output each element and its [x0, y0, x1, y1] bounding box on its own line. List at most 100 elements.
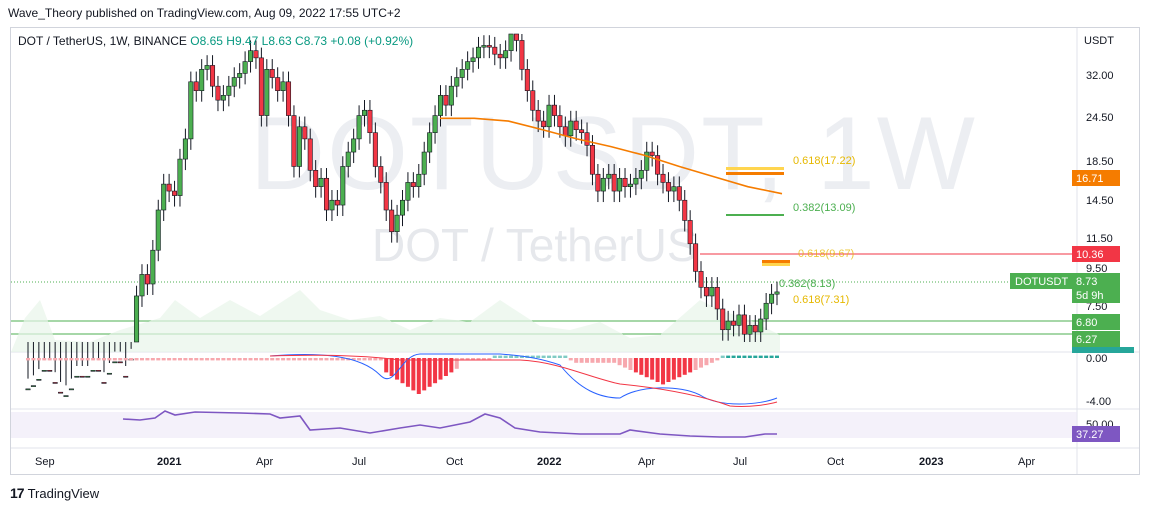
candle	[188, 71, 194, 150]
candle-body	[334, 199, 340, 206]
candle	[568, 110, 574, 147]
candle-body	[752, 325, 758, 333]
macd-histogram-bar	[80, 358, 85, 361]
macd-histogram-bar	[221, 358, 226, 361]
macd-histogram-bar	[31, 358, 36, 361]
candle	[166, 173, 172, 203]
candle	[416, 163, 422, 198]
candle	[687, 210, 693, 255]
candle	[633, 168, 639, 196]
candle	[41, 342, 47, 372]
fib-line-0-618-bottom	[726, 172, 784, 175]
legend-symbol[interactable]: DOT / TetherUS, 1W, BINANCE	[18, 34, 187, 48]
candle-body	[264, 69, 270, 116]
resistance-price-label-box	[1072, 246, 1120, 262]
candle	[649, 141, 655, 167]
candle	[758, 308, 764, 342]
candle-body	[291, 115, 297, 167]
macd-histogram-bar	[492, 355, 497, 358]
candle	[117, 342, 123, 364]
candle	[714, 277, 720, 320]
candle-body	[698, 271, 704, 288]
macd-histogram-bar	[775, 355, 779, 358]
macd-histogram-bar	[693, 358, 698, 370]
candle	[193, 71, 199, 102]
macd-histogram-bar	[378, 358, 383, 361]
macd-histogram-bar	[188, 358, 193, 361]
macd-histogram-bar	[210, 358, 215, 361]
fib-label: 0.382(13.09)	[793, 202, 855, 214]
candle-body	[237, 73, 243, 78]
macd-histogram-bar	[42, 358, 47, 361]
candle-body	[324, 177, 330, 211]
price-axis-currency: USDT	[1084, 35, 1114, 47]
ma-price-label-box	[1072, 170, 1120, 186]
candle-body	[611, 173, 617, 192]
candle	[660, 163, 666, 194]
macd-histogram-bar	[699, 358, 704, 368]
candle-body	[58, 391, 64, 394]
candle	[535, 100, 541, 133]
candle	[258, 47, 264, 127]
candle	[486, 35, 492, 59]
candle	[454, 67, 460, 98]
macd-histogram-bar	[671, 358, 676, 380]
candle-body	[736, 314, 742, 326]
chart-frame[interactable]	[10, 27, 1140, 475]
candle-body	[405, 182, 411, 201]
candle-body	[633, 177, 639, 185]
candle	[334, 190, 340, 217]
macd-histogram-bar	[36, 358, 41, 361]
candle-body	[242, 61, 248, 74]
candle	[747, 315, 753, 342]
candle	[253, 40, 259, 69]
symbol-watermark-sub: DOT / TetherUS	[372, 219, 698, 271]
candle-body	[665, 182, 671, 192]
macd-histogram-bar	[340, 358, 345, 361]
macd-histogram-bar	[367, 358, 372, 361]
candle	[622, 168, 628, 198]
candle-body	[199, 69, 205, 91]
candle-body	[481, 45, 487, 48]
candle-body	[394, 214, 400, 232]
tradingview-brand[interactable]: 17 TradingView	[10, 485, 99, 501]
candle	[698, 261, 704, 299]
macd-histogram-bar	[661, 358, 666, 385]
candle-body	[68, 388, 74, 391]
candle	[286, 71, 292, 127]
candle-body	[763, 302, 769, 320]
candle	[731, 310, 737, 337]
x-tick-label: Apr	[256, 456, 273, 468]
candle	[557, 105, 563, 138]
macd-histogram-bar	[595, 358, 600, 363]
macd-histogram-bar	[156, 358, 161, 361]
y-tick-label: 18.50	[1086, 156, 1114, 168]
fib-label: 0.382(8.13)	[779, 278, 835, 290]
candle	[524, 59, 530, 102]
candle-body	[188, 81, 194, 140]
macd-histogram-bar	[514, 355, 519, 358]
candle	[774, 281, 780, 306]
macd-histogram-bar	[270, 358, 275, 361]
candle	[79, 342, 85, 378]
macd-histogram-bar	[720, 355, 725, 358]
candle	[367, 100, 373, 144]
candle-body	[155, 209, 161, 251]
fib-line-0-618-top	[726, 167, 784, 170]
candle	[682, 190, 688, 232]
macd-histogram-bar	[612, 358, 617, 363]
candle-body	[30, 385, 36, 387]
candle-body	[562, 126, 568, 137]
candle-body	[150, 249, 156, 285]
macd-histogram-bar	[53, 358, 58, 361]
macd-histogram-bar	[47, 358, 52, 361]
candle	[324, 168, 330, 221]
macd-histogram-bar	[96, 358, 101, 361]
candle-body	[617, 177, 623, 192]
macd-histogram-bar	[541, 355, 546, 358]
candle-body	[161, 183, 167, 211]
candle	[617, 168, 623, 203]
candle	[210, 55, 216, 98]
macd-histogram-bar	[139, 358, 144, 361]
